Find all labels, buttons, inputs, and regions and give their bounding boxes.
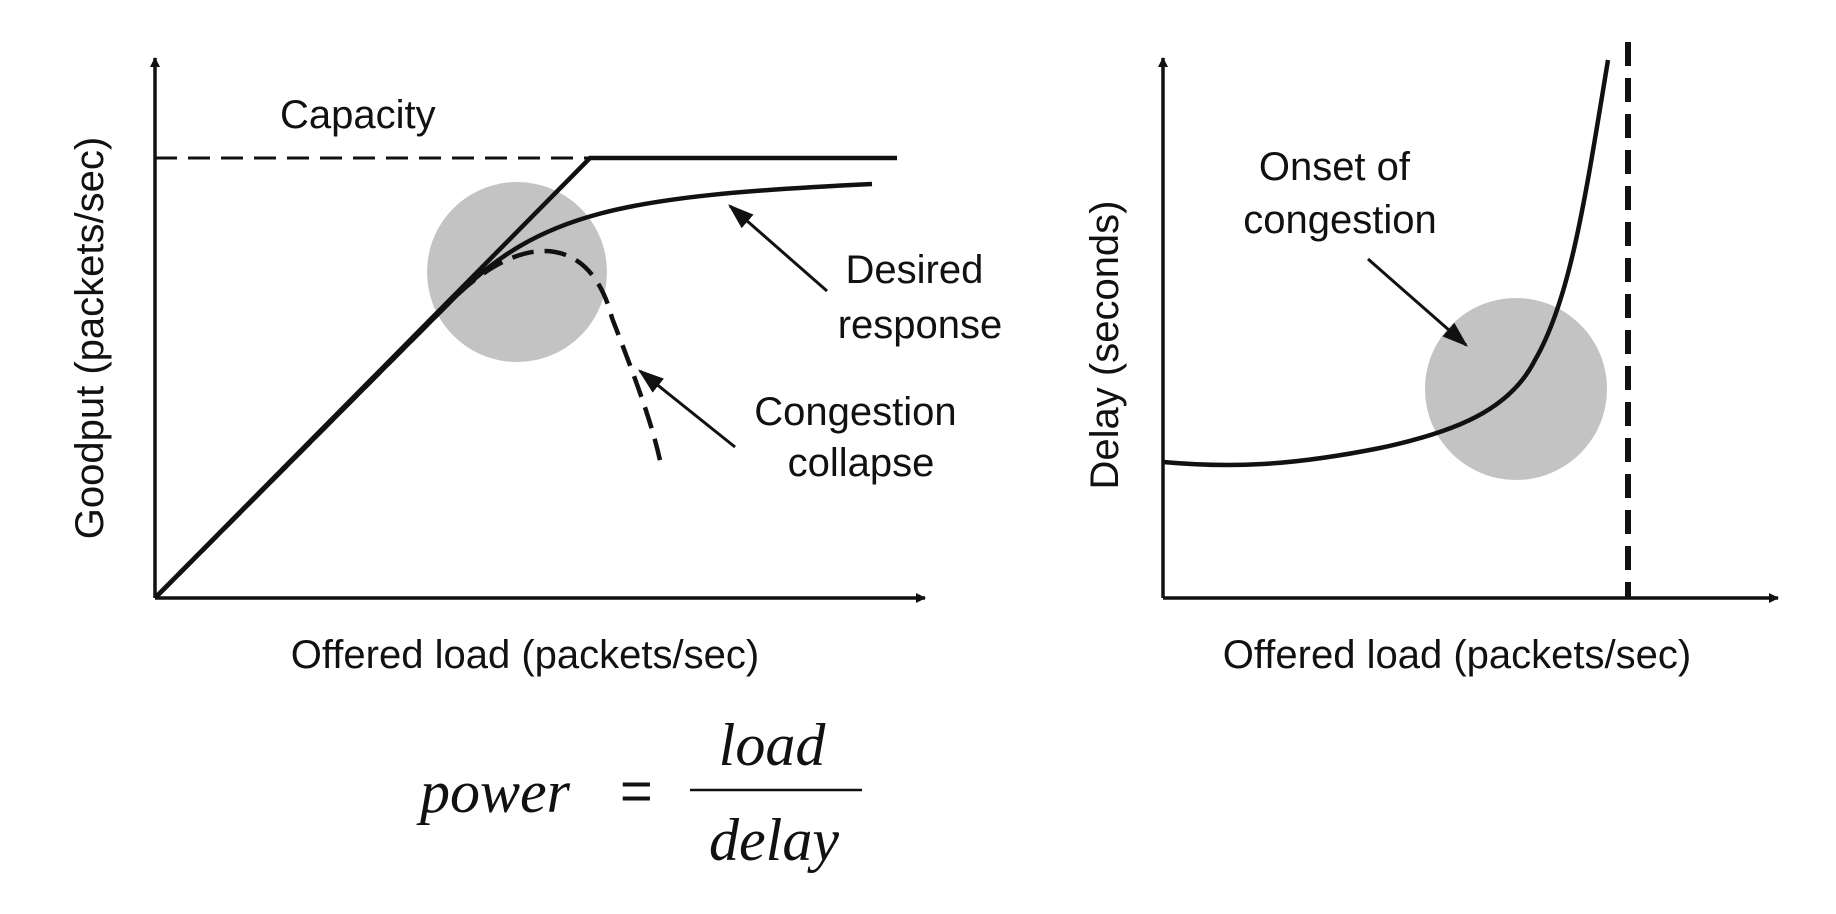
x-axis-label: Offered load (packets/sec): [1223, 633, 1691, 677]
congestion-collapse-curve: [153, 249, 665, 600]
goodput-chart: Capacity Desired response Congestion col…: [68, 57, 1003, 677]
y-axis-label: Delay (seconds): [1083, 200, 1127, 489]
congestion-highlight-circle: [427, 182, 607, 362]
formula-numerator: load: [719, 712, 827, 778]
x-axis-label: Offered load (packets/sec): [291, 633, 759, 677]
desired-response-label: Desired response: [838, 248, 1003, 347]
delay-chart: Onset of congestion Delay (seconds) Offe…: [1083, 42, 1779, 677]
capacity-label: Capacity: [280, 93, 436, 137]
ideal-response-curve: [153, 155, 897, 600]
congestion-collapse-label: Congestion collapse: [754, 390, 968, 485]
y-axis-label: Goodput (packets/sec): [68, 137, 112, 539]
desired-response-curve: [153, 181, 873, 600]
onset-pointer-arrow: [1367, 257, 1468, 347]
congestion-collapse-pointer-arrow: [637, 369, 736, 449]
power-formula: power = load delay: [416, 712, 862, 873]
formula-lhs: power: [416, 759, 571, 825]
delay-curve: [1162, 59, 1611, 468]
desired-response-pointer-arrow: [728, 204, 828, 293]
onset-of-congestion-label: Onset of congestion: [1243, 145, 1436, 242]
formula-equals: =: [620, 759, 653, 822]
formula-denominator: delay: [709, 807, 839, 873]
